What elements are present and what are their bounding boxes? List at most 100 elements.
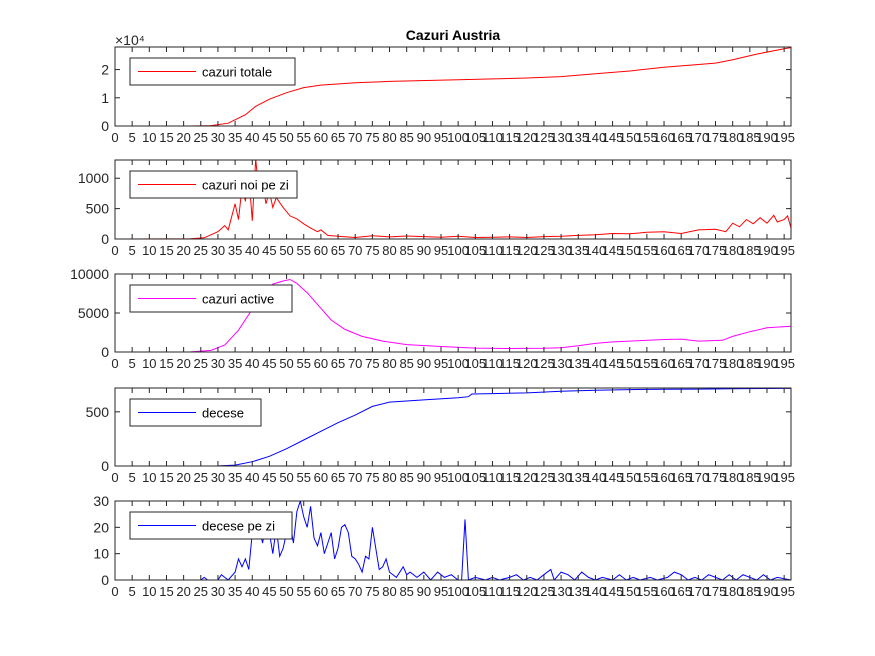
x-tick-label: 120 [516,130,538,145]
x-tick-label: 110 [482,356,503,371]
x-tick-label: 165 [670,356,692,371]
x-tick-label: 120 [516,356,538,371]
y-tick-label: 1000 [78,170,109,186]
x-tick-label: 70 [348,584,362,599]
y-tick-label: 0 [101,231,109,247]
x-tick-label: 60 [314,243,328,258]
x-tick-label: 70 [348,130,362,145]
x-tick-label: 30 [211,243,225,258]
x-tick-label: 75 [365,584,379,599]
x-tick-label: 80 [382,130,396,145]
x-tick-label: 115 [499,130,520,145]
x-tick-label: 60 [314,470,328,485]
x-tick-label: 115 [499,356,520,371]
y-tick-label: 0 [101,344,109,360]
x-tick-label: 5 [129,243,136,258]
x-tick-label: 65 [331,356,345,371]
x-tick-label: 25 [194,130,208,145]
y-tick-label: 500 [86,404,110,420]
x-tick-label: 120 [516,584,538,599]
subplot-1: 0 5 10 15 20 25 30 35 40 45 50 55 60 65 70 75 80 85 90 95 10… [101,32,795,145]
x-tick-label: 180 [722,130,744,145]
x-tick-label: 90 [417,130,431,145]
x-tick-label: 95 [434,584,448,599]
x-tick-label: 155 [636,243,658,258]
x-tick-label: 40 [245,130,259,145]
x-tick-label: 100 [447,356,469,371]
x-tick-label: 115 [499,243,520,258]
x-tick-label: 65 [331,130,345,145]
x-tick-label: 0 [111,356,118,371]
x-tick-label: 80 [382,243,396,258]
x-tick-label: 165 [670,584,692,599]
x-tick-label: 10 [142,470,156,485]
x-tick-label: 165 [670,130,692,145]
x-tick-label: 175 [705,584,727,599]
y-tick-label: 1 [101,90,109,106]
x-tick-label: 180 [722,470,744,485]
x-tick-label: 170 [687,470,709,485]
x-tick-label: 5 [129,470,136,485]
x-tick-label: 55 [296,584,310,599]
x-tick-label: 95 [434,243,448,258]
x-tick-label: 100 [447,584,469,599]
x-tick-label: 0 [111,243,118,258]
x-tick-label: 155 [636,356,658,371]
x-tick-label: 120 [516,470,538,485]
x-tick-label: 125 [533,356,555,371]
x-tick-label: 190 [756,243,778,258]
x-tick-label: 190 [756,130,778,145]
x-tick-label: 175 [705,130,727,145]
x-tick-label: 110 [482,470,503,485]
x-tick-label: 170 [687,130,709,145]
x-tick-label: 75 [365,243,379,258]
y-tick-label: 500 [86,201,110,217]
x-tick-label: 35 [228,584,242,599]
x-tick-label: 150 [619,356,641,371]
x-tick-label: 100 [447,243,469,258]
x-tick-label: 60 [314,584,328,599]
x-tick-label: 195 [773,470,795,485]
y-tick-label: 30 [93,493,109,509]
x-tick-label: 70 [348,243,362,258]
legend: decese [129,398,262,427]
x-tick-label: 135 [567,130,589,145]
x-tick-label: 135 [567,243,589,258]
x-tick-label: 105 [464,470,486,485]
subplot-5: 0 5 10 15 20 25 30 35 40 45 50 55 60 65 70 75 80 85 90 95 10… [93,493,795,599]
x-tick-label: 30 [211,470,225,485]
x-tick-label: 110 [482,584,503,599]
x-tick-label: 50 [279,584,293,599]
x-tick-label: 95 [434,470,448,485]
x-tick-label: 85 [399,584,413,599]
x-tick-label: 80 [382,584,396,599]
x-tick-label: 0 [111,130,118,145]
y-tick-label: 2 [101,62,109,78]
x-tick-label: 185 [739,584,761,599]
x-tick-label: 110 [482,130,503,145]
x-tick-label: 185 [739,243,761,258]
x-tick-label: 170 [687,356,709,371]
x-tick-label: 195 [773,243,795,258]
x-tick-label: 170 [687,584,709,599]
legend-label: cazuri active [202,292,274,307]
x-tick-label: 30 [211,356,225,371]
x-tick-label: 85 [399,130,413,145]
x-tick-label: 20 [176,356,190,371]
x-tick-label: 40 [245,470,259,485]
x-tick-label: 40 [245,584,259,599]
x-tick-label: 25 [194,584,208,599]
x-tick-label: 0 [111,470,118,485]
x-tick-label: 85 [399,243,413,258]
x-tick-label: 155 [636,584,658,599]
x-tick-label: 180 [722,356,744,371]
x-tick-label: 190 [756,584,778,599]
x-tick-label: 10 [142,584,156,599]
y-tick-label: 20 [93,519,109,535]
legend: decese pe zi [129,511,293,540]
x-tick-label: 130 [550,130,572,145]
x-tick-label: 185 [739,130,761,145]
subplot-3: 0 5 10 15 20 25 30 35 40 45 50 55 60 65 70 75 80 85 90 95 10… [70,266,795,371]
x-tick-label: 100 [447,470,469,485]
x-tick-label: 10 [142,356,156,371]
